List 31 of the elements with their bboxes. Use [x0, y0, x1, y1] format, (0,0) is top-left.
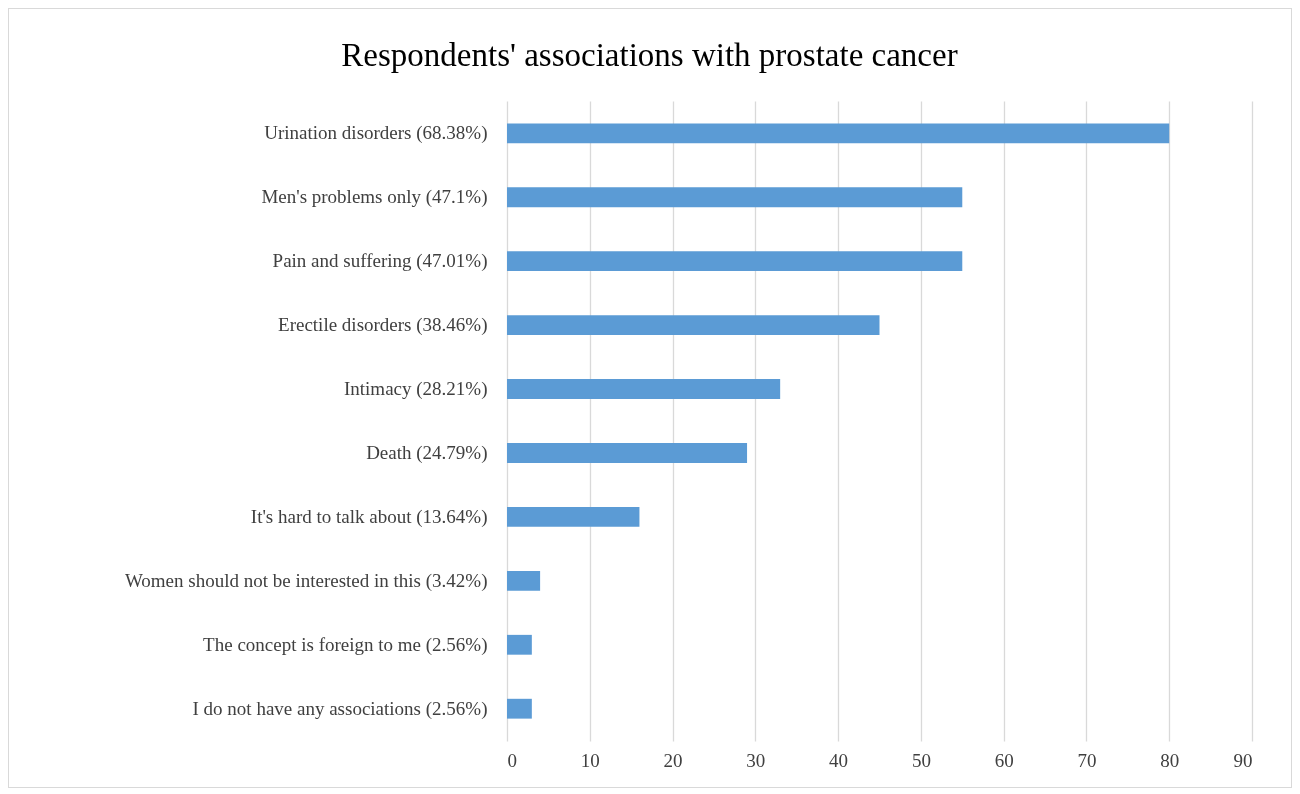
bar [507, 506, 640, 527]
x-tick-label: 30 [746, 749, 766, 771]
bar [507, 187, 963, 208]
y-tick-label: Men's problems only (47.1%) [261, 186, 488, 209]
y-tick-label: Pain and suffering (47.01%) [272, 250, 488, 273]
x-tick-label: 80 [1160, 749, 1180, 771]
bar [507, 315, 880, 336]
x-tick-label: 60 [994, 749, 1014, 771]
y-tick-label: The concept is foreign to me (2.56%) [203, 633, 488, 656]
x-tick-label: 0 [507, 749, 517, 771]
x-tick-label: 50 [911, 749, 931, 771]
bar [507, 634, 532, 655]
bar [507, 443, 748, 463]
x-tick-label: 10 [580, 749, 600, 771]
bar [507, 123, 1170, 144]
y-tick-label: Death (24.79%) [366, 441, 488, 464]
chart-title: Respondents' associations with prostate cancer [341, 37, 958, 73]
y-tick-label: Erectile disorders (38.46%) [278, 314, 488, 337]
y-tick-label: Urination disorders (68.38%) [264, 122, 488, 145]
y-tick-label: I do not have any associations (2.56%) [192, 697, 488, 720]
y-tick-label: Intimacy (28.21%) [343, 378, 488, 401]
bar [507, 251, 963, 272]
y-tick-label: It's hard to talk about (13.64%) [250, 505, 488, 528]
x-tick-label: 70 [1077, 749, 1097, 771]
bar [507, 379, 781, 399]
y-tick-label: Women should not be interested in this (3.42%) [124, 569, 488, 592]
x-tick-label: 90 [1233, 749, 1253, 771]
bar [507, 570, 541, 591]
x-tick-label: 40 [829, 749, 849, 771]
bar [507, 698, 532, 719]
x-tick-label: 20 [663, 749, 683, 771]
